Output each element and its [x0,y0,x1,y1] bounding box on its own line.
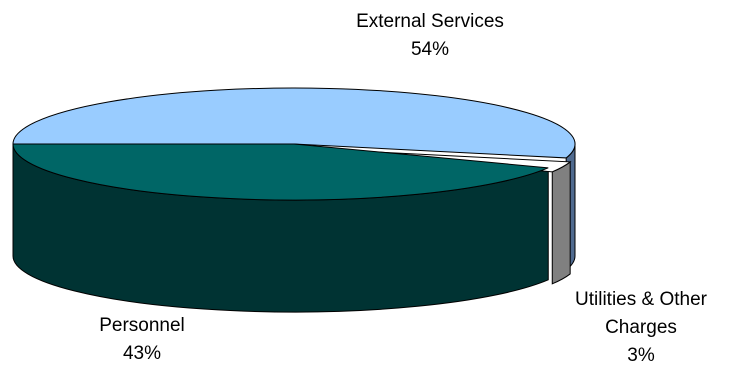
data-label-utilities-percent: 3% [627,345,655,366]
pie-slice-personnel [12,143,549,201]
data-label-personnel: Personnel 43% [62,312,222,368]
data-label-utilities-name: Utilities & Other Charges [575,289,707,338]
pie-slice-external-services [12,87,576,159]
data-label-personnel-percent: 43% [122,343,162,364]
data-label-personnel-name: Personnel [99,315,185,336]
pie-top-faces [12,87,576,201]
data-label-external-services: External Services 54% [320,8,540,64]
pie-slices [12,87,576,313]
data-label-utilities: Utilities & Other Charges 3% [555,286,727,370]
data-label-external-services-percent: 54% [410,39,450,60]
data-label-external-services-name: External Services [356,11,504,32]
pie-side-utilities-other-charges [551,160,571,285]
